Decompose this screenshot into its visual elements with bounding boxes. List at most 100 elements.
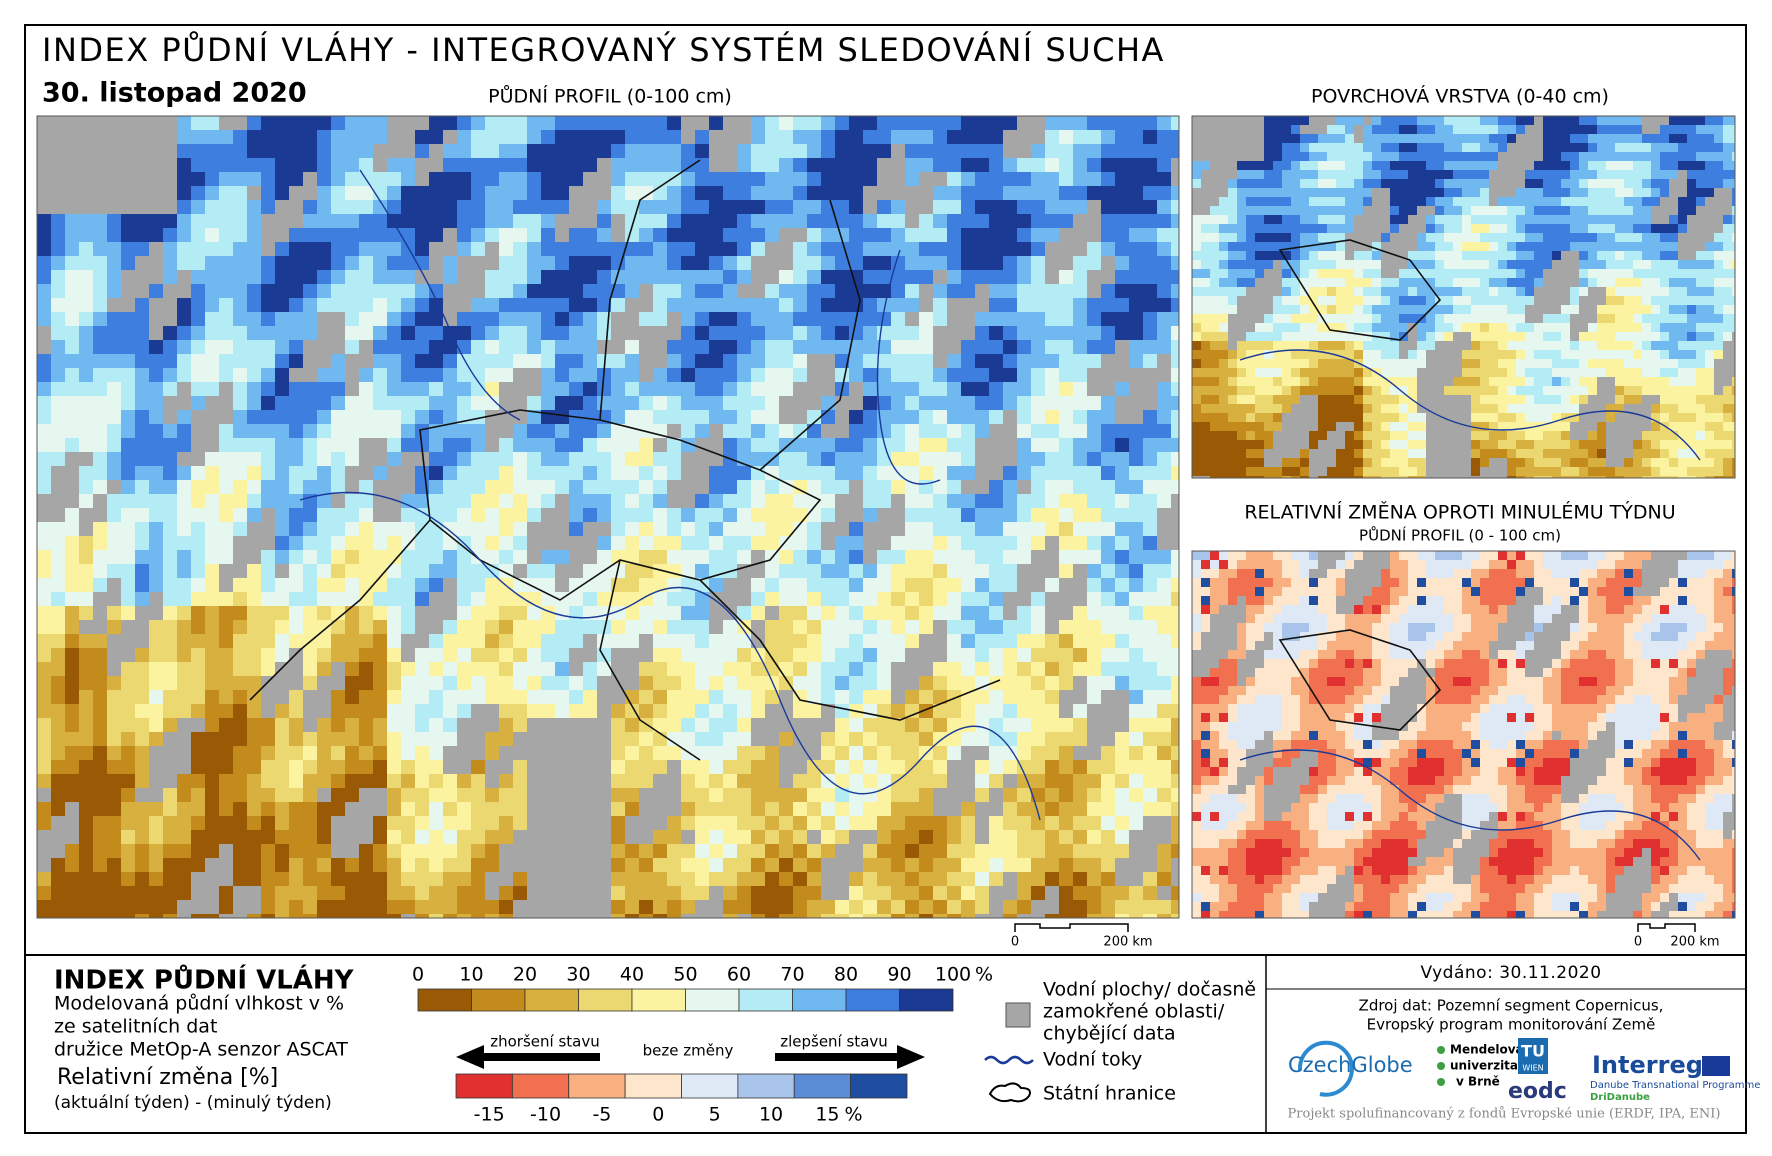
- map-cell: [1157, 648, 1171, 662]
- map-cell: [1273, 134, 1282, 143]
- map-cell: [667, 564, 681, 578]
- map-cell: [107, 396, 121, 410]
- map-cell: [1143, 522, 1157, 536]
- map-cell: [1354, 305, 1363, 314]
- map-cell: [569, 354, 583, 368]
- map-cell: [149, 900, 163, 914]
- map-cell: [849, 620, 863, 634]
- map-cell: [219, 788, 233, 802]
- map-cell: [905, 690, 919, 704]
- map-cell: [121, 816, 135, 830]
- map-cell: [1228, 224, 1237, 233]
- map-cell: [79, 886, 93, 900]
- map-cell: [331, 424, 345, 438]
- map-cell: [1017, 452, 1031, 466]
- map-cell: [457, 578, 471, 592]
- map-cell: [443, 424, 457, 438]
- map-cell: [471, 228, 485, 242]
- map-cell: [1087, 676, 1101, 690]
- map-cell: [359, 158, 373, 172]
- map-cell: [191, 690, 205, 704]
- map-cell: [541, 214, 555, 228]
- map-cell: [653, 914, 667, 918]
- map-cell: [611, 704, 625, 718]
- map-cell: [1157, 186, 1171, 200]
- map-cell: [989, 508, 1003, 522]
- map-cell: [387, 704, 401, 718]
- map-cell: [443, 662, 457, 676]
- map-cell: [149, 550, 163, 564]
- map-cell: [527, 130, 541, 144]
- map-cell: [751, 914, 765, 918]
- map-cell: [1115, 634, 1129, 648]
- map-cell: [807, 522, 821, 536]
- map-cell: [1696, 152, 1705, 161]
- map-cell: [891, 242, 905, 256]
- map-cell: [471, 900, 485, 914]
- map-cell: [737, 858, 751, 872]
- map-cell: [1408, 170, 1417, 179]
- map-cell: [1087, 550, 1101, 564]
- map-cell: [65, 886, 79, 900]
- map-cell: [625, 900, 639, 914]
- map-cell: [513, 536, 527, 550]
- map-cell: [471, 172, 485, 186]
- map-cell: [905, 550, 919, 564]
- map-cell: [919, 578, 933, 592]
- map-cell: [751, 382, 765, 396]
- map-cell: [1087, 760, 1101, 774]
- map-cell: [1171, 662, 1179, 676]
- map-cell: [261, 592, 275, 606]
- map-cell: [1219, 251, 1228, 260]
- map-cell: [1115, 844, 1129, 858]
- map-cell: [1732, 287, 1735, 296]
- map-cell: [961, 228, 975, 242]
- map-cell: [723, 172, 737, 186]
- map-cell: [1372, 269, 1381, 278]
- map-cell: [1031, 536, 1045, 550]
- map-cell: [359, 774, 373, 788]
- map-cell: [1444, 188, 1453, 197]
- map-cell: [471, 298, 485, 312]
- map-cell: [1073, 858, 1087, 872]
- map-cell: [317, 186, 331, 200]
- map-cell: [65, 550, 79, 564]
- map-cell: [1087, 872, 1101, 886]
- map-cell: [471, 886, 485, 900]
- map-cell: [317, 732, 331, 746]
- map-cell: [1115, 774, 1129, 788]
- map-cell: [121, 550, 135, 564]
- map-cell: [457, 606, 471, 620]
- map-cell: [1157, 270, 1171, 284]
- map-cell: [191, 662, 205, 676]
- map-cell: [93, 844, 107, 858]
- map-cell: [135, 452, 149, 466]
- map-cell: [625, 116, 639, 130]
- map-cell: [1363, 296, 1372, 305]
- map-cell: [947, 746, 961, 760]
- map-cell: [1579, 278, 1588, 287]
- map-cell: [1552, 152, 1561, 161]
- map-cell: [597, 662, 611, 676]
- map-cell: [261, 732, 275, 746]
- map-cell: [1480, 242, 1489, 251]
- map-cell: [471, 368, 485, 382]
- map-cell: [359, 270, 373, 284]
- map-cell: [667, 858, 681, 872]
- map-cell: [401, 746, 415, 760]
- map-cell: [317, 158, 331, 172]
- map-cell: [219, 690, 233, 704]
- map-cell: [1480, 260, 1489, 269]
- map-cell: [751, 186, 765, 200]
- map-cell: [387, 830, 401, 844]
- map-cell: [1143, 536, 1157, 550]
- map-cell: [1525, 206, 1534, 215]
- map-cell: [1498, 251, 1507, 260]
- map-cell: [1017, 648, 1031, 662]
- map-cell: [905, 116, 919, 130]
- map-cell: [1115, 326, 1129, 340]
- map-cell: [317, 872, 331, 886]
- map-cell: [1073, 424, 1087, 438]
- map-cell: [219, 354, 233, 368]
- map-cell: [919, 382, 933, 396]
